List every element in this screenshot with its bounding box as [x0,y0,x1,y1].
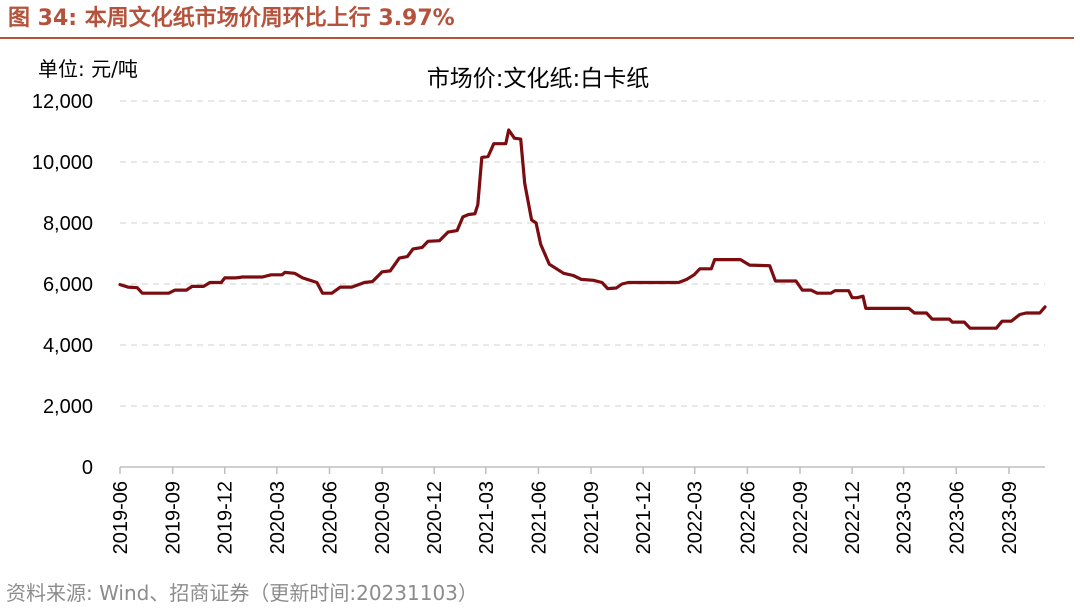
series-layer [118,128,1047,330]
x-tick-label: 2021-06 [528,481,550,554]
x-tick-label: 2023-09 [999,481,1021,554]
x-tick-label: 2022-12 [842,481,864,554]
gridlines [120,100,1045,407]
y-axis: 0 2,000 4,000 6,000 8,000 10,000 12,000 [32,91,93,479]
title-rule [0,37,1074,39]
x-tick-label: 2022-09 [790,481,812,554]
x-tick-label: 2020-06 [319,481,341,554]
x-axis: 2019-06 2019-09 2019-12 2020-03 2020-06 2020-… [110,466,1045,554]
chart-title: 市场价:文化纸:白卡纸 [427,66,650,92]
x-tick-label: 2020-12 [424,481,446,554]
source-note: 资料来源: Wind、招商证券（更新时间:20231103） [6,581,478,605]
x-tick-label: 2023-03 [894,481,916,554]
line-chart: 单位: 元/吨 市场价:文化纸:白卡纸 0 2,000 4,000 6,000 8,00… [32,57,1047,554]
x-tick-label: 2023-06 [946,481,968,554]
x-tick-label: 2021-12 [633,481,655,554]
y-tick-label: 8,000 [43,213,93,235]
figure-title: 图 34: 本周文化纸市场价周环比上行 3.97% [8,6,455,31]
x-tick-label: 2021-09 [581,481,603,554]
y-tick-label: 4,000 [43,335,93,357]
y-tick-label: 6,000 [43,274,93,296]
x-tick-label: 2022-03 [685,481,707,554]
y-tick-label: 12,000 [32,91,93,113]
series-line [118,128,1047,330]
x-tick-label: 2019-09 [163,481,185,554]
x-tick-label: 2020-09 [372,481,394,554]
y-tick-label: 0 [82,457,93,479]
x-tick-label: 2019-12 [215,481,237,554]
y-tick-label: 10,000 [32,152,93,174]
y-tick-label: 2,000 [43,396,93,418]
x-tick-label: 2021-03 [476,481,498,554]
x-tick-label: 2020-03 [267,481,289,554]
unit-label: 单位: 元/吨 [38,57,138,81]
x-tick-label: 2022-06 [737,481,759,554]
x-tick-label: 2019-06 [110,481,132,554]
